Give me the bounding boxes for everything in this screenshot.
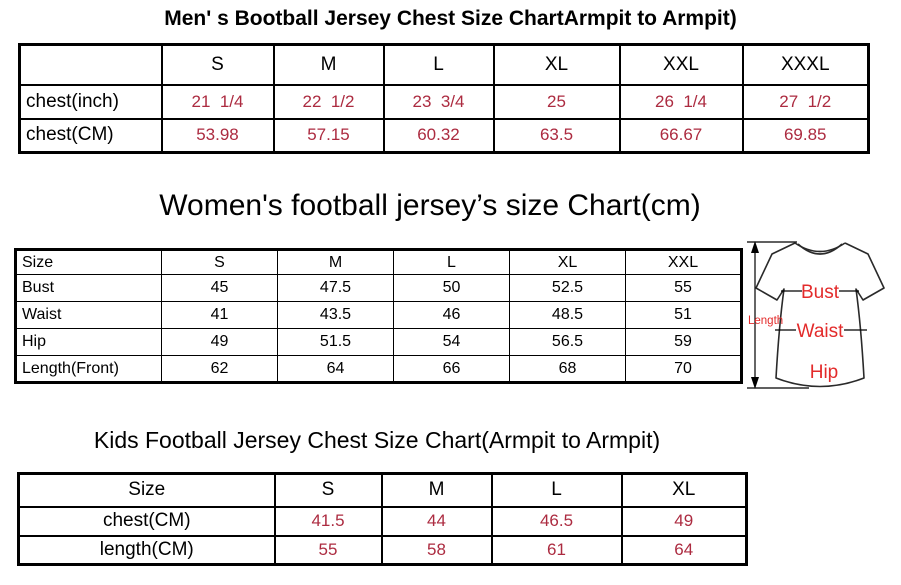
table-row: Bust 45 47.5 50 52.5 55 xyxy=(15,274,742,302)
size-value: 51.5 xyxy=(277,328,394,356)
column-header: Size xyxy=(17,472,276,508)
column-header xyxy=(18,43,163,86)
size-value: 49 xyxy=(161,328,278,356)
column-header: S xyxy=(160,43,275,86)
length-label: Length xyxy=(748,315,783,327)
table-row: chest(inch) 21 1/4 22 1/2 23 3/4 25 26 1/4 27 … xyxy=(18,83,870,120)
table-row: length(CM) 55 58 61 64 xyxy=(17,534,748,566)
row-label: chest(CM) xyxy=(17,505,276,537)
column-header: XXXL xyxy=(741,43,870,86)
size-value: 53.98 xyxy=(160,117,275,154)
size-value: 49 xyxy=(620,505,748,537)
size-value: 60.32 xyxy=(382,117,495,154)
column-header: XL xyxy=(620,472,748,508)
size-value: 59 xyxy=(625,328,742,356)
size-value: 46.5 xyxy=(490,505,623,537)
size-value: 63.5 xyxy=(492,117,621,154)
size-value: 23 3/4 xyxy=(382,83,495,120)
size-value: 66 xyxy=(393,355,510,383)
column-header: Size xyxy=(15,249,162,275)
size-value: 69.85 xyxy=(741,117,870,154)
waist-label: Waist xyxy=(797,321,845,342)
column-header: S xyxy=(273,472,383,508)
size-value: 56.5 xyxy=(509,328,626,356)
size-value: 22 1/2 xyxy=(272,83,385,120)
header-row: Size S M L XL xyxy=(17,472,748,508)
womens-size-table: Size S M L XL XXL Bust 45 47.5 50 52.5 55 Waist 41 43.… xyxy=(14,248,743,384)
kids-chart-title: Kids Football Jersey Chest Size Chart(Ar… xyxy=(93,427,661,453)
row-label: chest(inch) xyxy=(18,83,163,120)
womens-chart-title: Women's football jersey’s size Chart(cm) xyxy=(159,189,701,222)
size-value: 57.15 xyxy=(272,117,385,154)
size-value: 26 1/4 xyxy=(618,83,744,120)
size-value: 55 xyxy=(273,534,383,566)
row-label: Waist xyxy=(15,301,162,329)
mens-chart-title: Men' s Bootball Jersey Chest Size ChartA… xyxy=(164,7,737,30)
size-value: 27 1/2 xyxy=(741,83,870,120)
size-value: 64 xyxy=(620,534,748,566)
column-header: M xyxy=(277,249,394,275)
column-header: L xyxy=(382,43,495,86)
size-value: 62 xyxy=(161,355,278,383)
size-value: 66.67 xyxy=(618,117,744,154)
row-label: Hip xyxy=(15,328,162,356)
hip-label: Hip xyxy=(810,362,839,383)
size-value: 48.5 xyxy=(509,301,626,329)
size-value: 55 xyxy=(625,274,742,302)
table-header-group: Size S M L XL XXL xyxy=(15,249,742,275)
size-value: 52.5 xyxy=(509,274,626,302)
kids-size-table: Size S M L XL chest(CM) 41.5 44 46.5 49 length(CM)… xyxy=(17,472,748,566)
size-value: 21 1/4 xyxy=(160,83,275,120)
size-value: 46 xyxy=(393,301,510,329)
column-header: L xyxy=(393,249,510,275)
size-value: 58 xyxy=(380,534,493,566)
size-value: 45 xyxy=(161,274,278,302)
row-label: Length(Front) xyxy=(15,355,162,383)
table-row: Waist 41 43.5 46 48.5 51 xyxy=(15,301,742,329)
table-row: chest(CM) 41.5 44 46.5 49 xyxy=(17,505,748,537)
column-header: XL xyxy=(492,43,621,86)
table-body-group: chest(CM) 41.5 44 46.5 49 length(CM) 55 58 61 64 xyxy=(17,505,748,566)
size-value: 61 xyxy=(490,534,623,566)
tshirt-diagram-svg: Bust Waist Hip Length xyxy=(747,241,885,389)
mens-size-table: S M L XL XXL XXXL chest(inch) 21 1/4 22 1/2 23 3/… xyxy=(18,43,870,154)
bust-label: Bust xyxy=(801,282,840,303)
size-value: 44 xyxy=(380,505,493,537)
column-header: M xyxy=(272,43,385,86)
size-value: 51 xyxy=(625,301,742,329)
column-header: M xyxy=(380,472,493,508)
table-body-group: chest(inch) 21 1/4 22 1/2 23 3/4 25 26 1/4 27 … xyxy=(18,83,870,154)
header-row: Size S M L XL XXL xyxy=(15,249,742,275)
size-value: 41 xyxy=(161,301,278,329)
column-header: XXL xyxy=(618,43,744,86)
table-row: Hip 49 51.5 54 56.5 59 xyxy=(15,328,742,356)
size-value: 54 xyxy=(393,328,510,356)
length-arrow-down-icon xyxy=(751,377,759,389)
table-header-group: Size S M L XL xyxy=(17,472,748,508)
table-row: chest(CM) 53.98 57.15 60.32 63.5 66.67 69.85 xyxy=(18,117,870,154)
size-value: 43.5 xyxy=(277,301,394,329)
row-label: Bust xyxy=(15,274,162,302)
tshirt-outline xyxy=(755,242,885,388)
table-body-group: Bust 45 47.5 50 52.5 55 Waist 41 43.5 46 48.5 51 Hip… xyxy=(15,274,742,383)
size-value: 25 xyxy=(492,83,621,120)
tshirt-measurement-diagram: Bust Waist Hip Length xyxy=(745,238,901,396)
table-row: Length(Front) 62 64 66 68 70 xyxy=(15,355,742,383)
size-value: 68 xyxy=(509,355,626,383)
size-value: 64 xyxy=(277,355,394,383)
column-header: XL xyxy=(509,249,626,275)
header-row: S M L XL XXL XXXL xyxy=(18,43,870,86)
size-value: 70 xyxy=(625,355,742,383)
column-header: S xyxy=(161,249,278,275)
size-value: 47.5 xyxy=(277,274,394,302)
table-header-group: S M L XL XXL XXXL xyxy=(18,43,870,86)
length-arrow-up-icon xyxy=(751,241,759,253)
collar-inner-curve xyxy=(797,243,843,255)
column-header: XXL xyxy=(625,249,742,275)
size-value: 41.5 xyxy=(273,505,383,537)
row-label: length(CM) xyxy=(17,534,276,566)
column-header: L xyxy=(490,472,623,508)
size-value: 50 xyxy=(393,274,510,302)
row-label: chest(CM) xyxy=(18,117,163,154)
